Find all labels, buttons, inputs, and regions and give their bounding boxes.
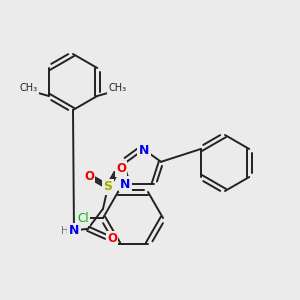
Text: N: N: [120, 178, 130, 191]
Text: N: N: [139, 145, 149, 158]
Text: O: O: [84, 170, 94, 183]
Text: Cl: Cl: [77, 212, 89, 224]
Text: N: N: [69, 224, 79, 237]
Text: H: H: [61, 226, 69, 236]
Text: O: O: [107, 232, 117, 245]
Text: S: S: [103, 180, 112, 193]
Text: O: O: [116, 162, 126, 175]
Text: CH₃: CH₃: [20, 83, 38, 93]
Text: CH₃: CH₃: [108, 83, 126, 93]
